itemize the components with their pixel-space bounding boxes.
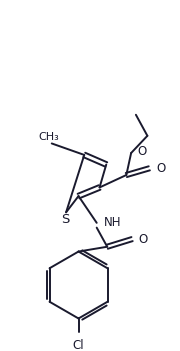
Text: NH: NH <box>103 216 121 229</box>
Text: Cl: Cl <box>73 339 84 351</box>
Text: O: O <box>156 162 165 175</box>
Text: S: S <box>61 212 69 225</box>
Text: CH₃: CH₃ <box>39 132 59 142</box>
Text: O: O <box>139 233 148 246</box>
Text: O: O <box>138 145 147 158</box>
